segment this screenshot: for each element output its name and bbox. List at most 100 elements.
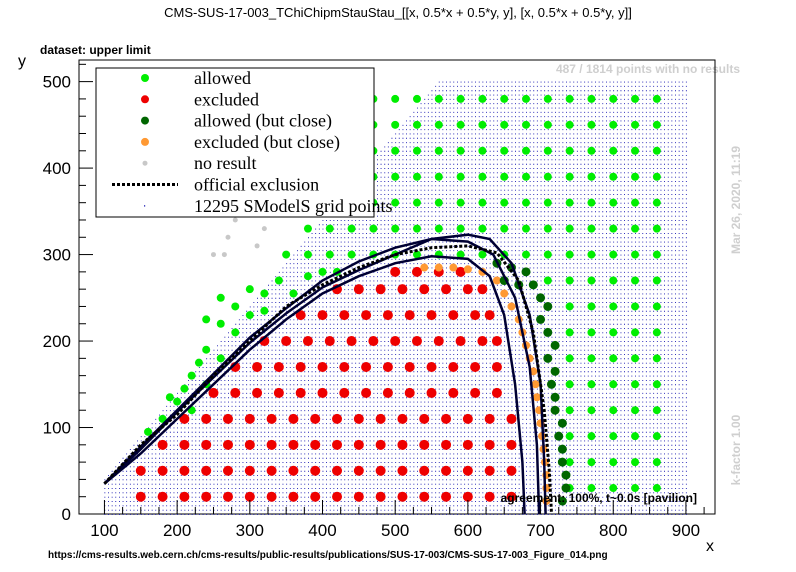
allowed-point — [500, 120, 509, 129]
excluded-point — [484, 310, 495, 321]
excluded-point — [477, 284, 488, 295]
allowed-point — [412, 94, 421, 103]
allowed-point — [158, 414, 167, 423]
allowed-point — [652, 94, 661, 103]
allowed-point — [609, 276, 618, 285]
allowed-point — [522, 250, 531, 259]
legend-marker — [141, 116, 149, 125]
allowed-point — [543, 172, 552, 181]
allowed-close-point — [528, 280, 538, 290]
axes-layer: 100 200 300 400 500 600 700 800 900 0 100 200 300 400… — [43, 63, 705, 540]
allowed-point — [543, 198, 552, 207]
allowed-close-point — [550, 392, 560, 402]
allowed-close-point — [543, 327, 553, 337]
allowed-point — [587, 380, 596, 389]
allowed-point — [412, 250, 421, 259]
allowed-point — [652, 224, 661, 233]
excluded-point — [419, 413, 430, 424]
allowed-point — [478, 198, 487, 207]
allowed-point — [565, 276, 574, 285]
allowed-point — [434, 120, 443, 129]
allowed-point — [478, 120, 487, 129]
excluded-point — [244, 465, 255, 476]
excluded-point — [506, 413, 517, 424]
excluded-point — [332, 439, 343, 450]
legend-item-grid: 12295 SModelS grid points — [144, 196, 393, 216]
allowed-point — [609, 432, 618, 441]
allowed-point — [631, 94, 640, 103]
allowed-point — [500, 146, 509, 155]
x-tick-label: 800 — [599, 521, 627, 540]
y-tick-label: 200 — [43, 332, 71, 351]
excluded-point — [288, 491, 299, 502]
x-axis-label: x — [706, 538, 714, 555]
allowed-point — [565, 328, 574, 337]
legend-label: no result — [194, 153, 257, 173]
y-tick-label: 100 — [43, 419, 71, 438]
allowed-point — [543, 250, 552, 259]
legend-label: 12295 SModelS grid points — [194, 196, 393, 216]
x-tick-label: 900 — [672, 521, 700, 540]
allowed-point — [587, 328, 596, 337]
excluded-point — [433, 336, 444, 347]
excluded-point — [470, 361, 481, 372]
allowed-point — [631, 354, 640, 363]
allowed-point — [318, 267, 327, 276]
excluded-point — [295, 310, 306, 321]
excluded-point — [361, 310, 372, 321]
allowed-point — [391, 198, 400, 207]
allowed-point — [231, 302, 240, 311]
allowed-point — [180, 384, 189, 393]
excluded-point — [484, 491, 495, 502]
excluded-point — [506, 439, 517, 450]
excluded-point — [411, 336, 422, 347]
allowed-point — [282, 250, 291, 259]
excluded-point — [179, 465, 190, 476]
allowed-point — [202, 315, 211, 324]
excluded-point — [179, 439, 190, 450]
x-tick-label: 300 — [236, 521, 264, 540]
allowed-point — [216, 293, 225, 302]
dataset-label: dataset: upper limit — [40, 43, 151, 57]
allowed-point — [434, 198, 443, 207]
excluded-point — [382, 361, 393, 372]
excluded-close-point — [492, 276, 501, 285]
excluded-point — [353, 439, 364, 450]
x-tick-label: 200 — [163, 521, 191, 540]
allowed-point — [456, 250, 465, 259]
allowed-point — [187, 371, 196, 380]
allowed-point — [609, 224, 618, 233]
excluded-close-point — [532, 393, 541, 402]
allowed-point — [587, 406, 596, 415]
allowed-point — [631, 276, 640, 285]
allowed-point — [609, 328, 618, 337]
allowed-point — [631, 328, 640, 337]
excluded-point — [157, 439, 168, 450]
excluded-point — [332, 465, 343, 476]
allowed-point — [144, 427, 153, 436]
allowed-point — [522, 198, 531, 207]
legend-item-allowed: allowed — [141, 68, 251, 88]
no-result-point — [261, 226, 267, 232]
excluded-point — [390, 336, 401, 347]
allowed-close-point — [557, 444, 567, 454]
excluded-point — [310, 491, 321, 502]
legend-marker — [141, 74, 149, 82]
excluded-point — [317, 361, 328, 372]
excluded-point — [230, 387, 241, 398]
allowed-point — [478, 250, 487, 259]
excluded-point — [477, 336, 488, 347]
allowed-point — [652, 172, 661, 181]
allowed-point — [609, 458, 618, 467]
excluded-point — [339, 310, 350, 321]
excluded-point — [426, 361, 437, 372]
excluded-point — [441, 439, 452, 450]
allowed-point — [631, 146, 640, 155]
excluded-point — [375, 491, 386, 502]
legend-label: excluded (but close) — [194, 132, 340, 153]
allowed-point — [500, 198, 509, 207]
allowed-point — [500, 172, 509, 181]
allowed-close-point — [521, 267, 531, 277]
allowed-point — [173, 397, 182, 406]
